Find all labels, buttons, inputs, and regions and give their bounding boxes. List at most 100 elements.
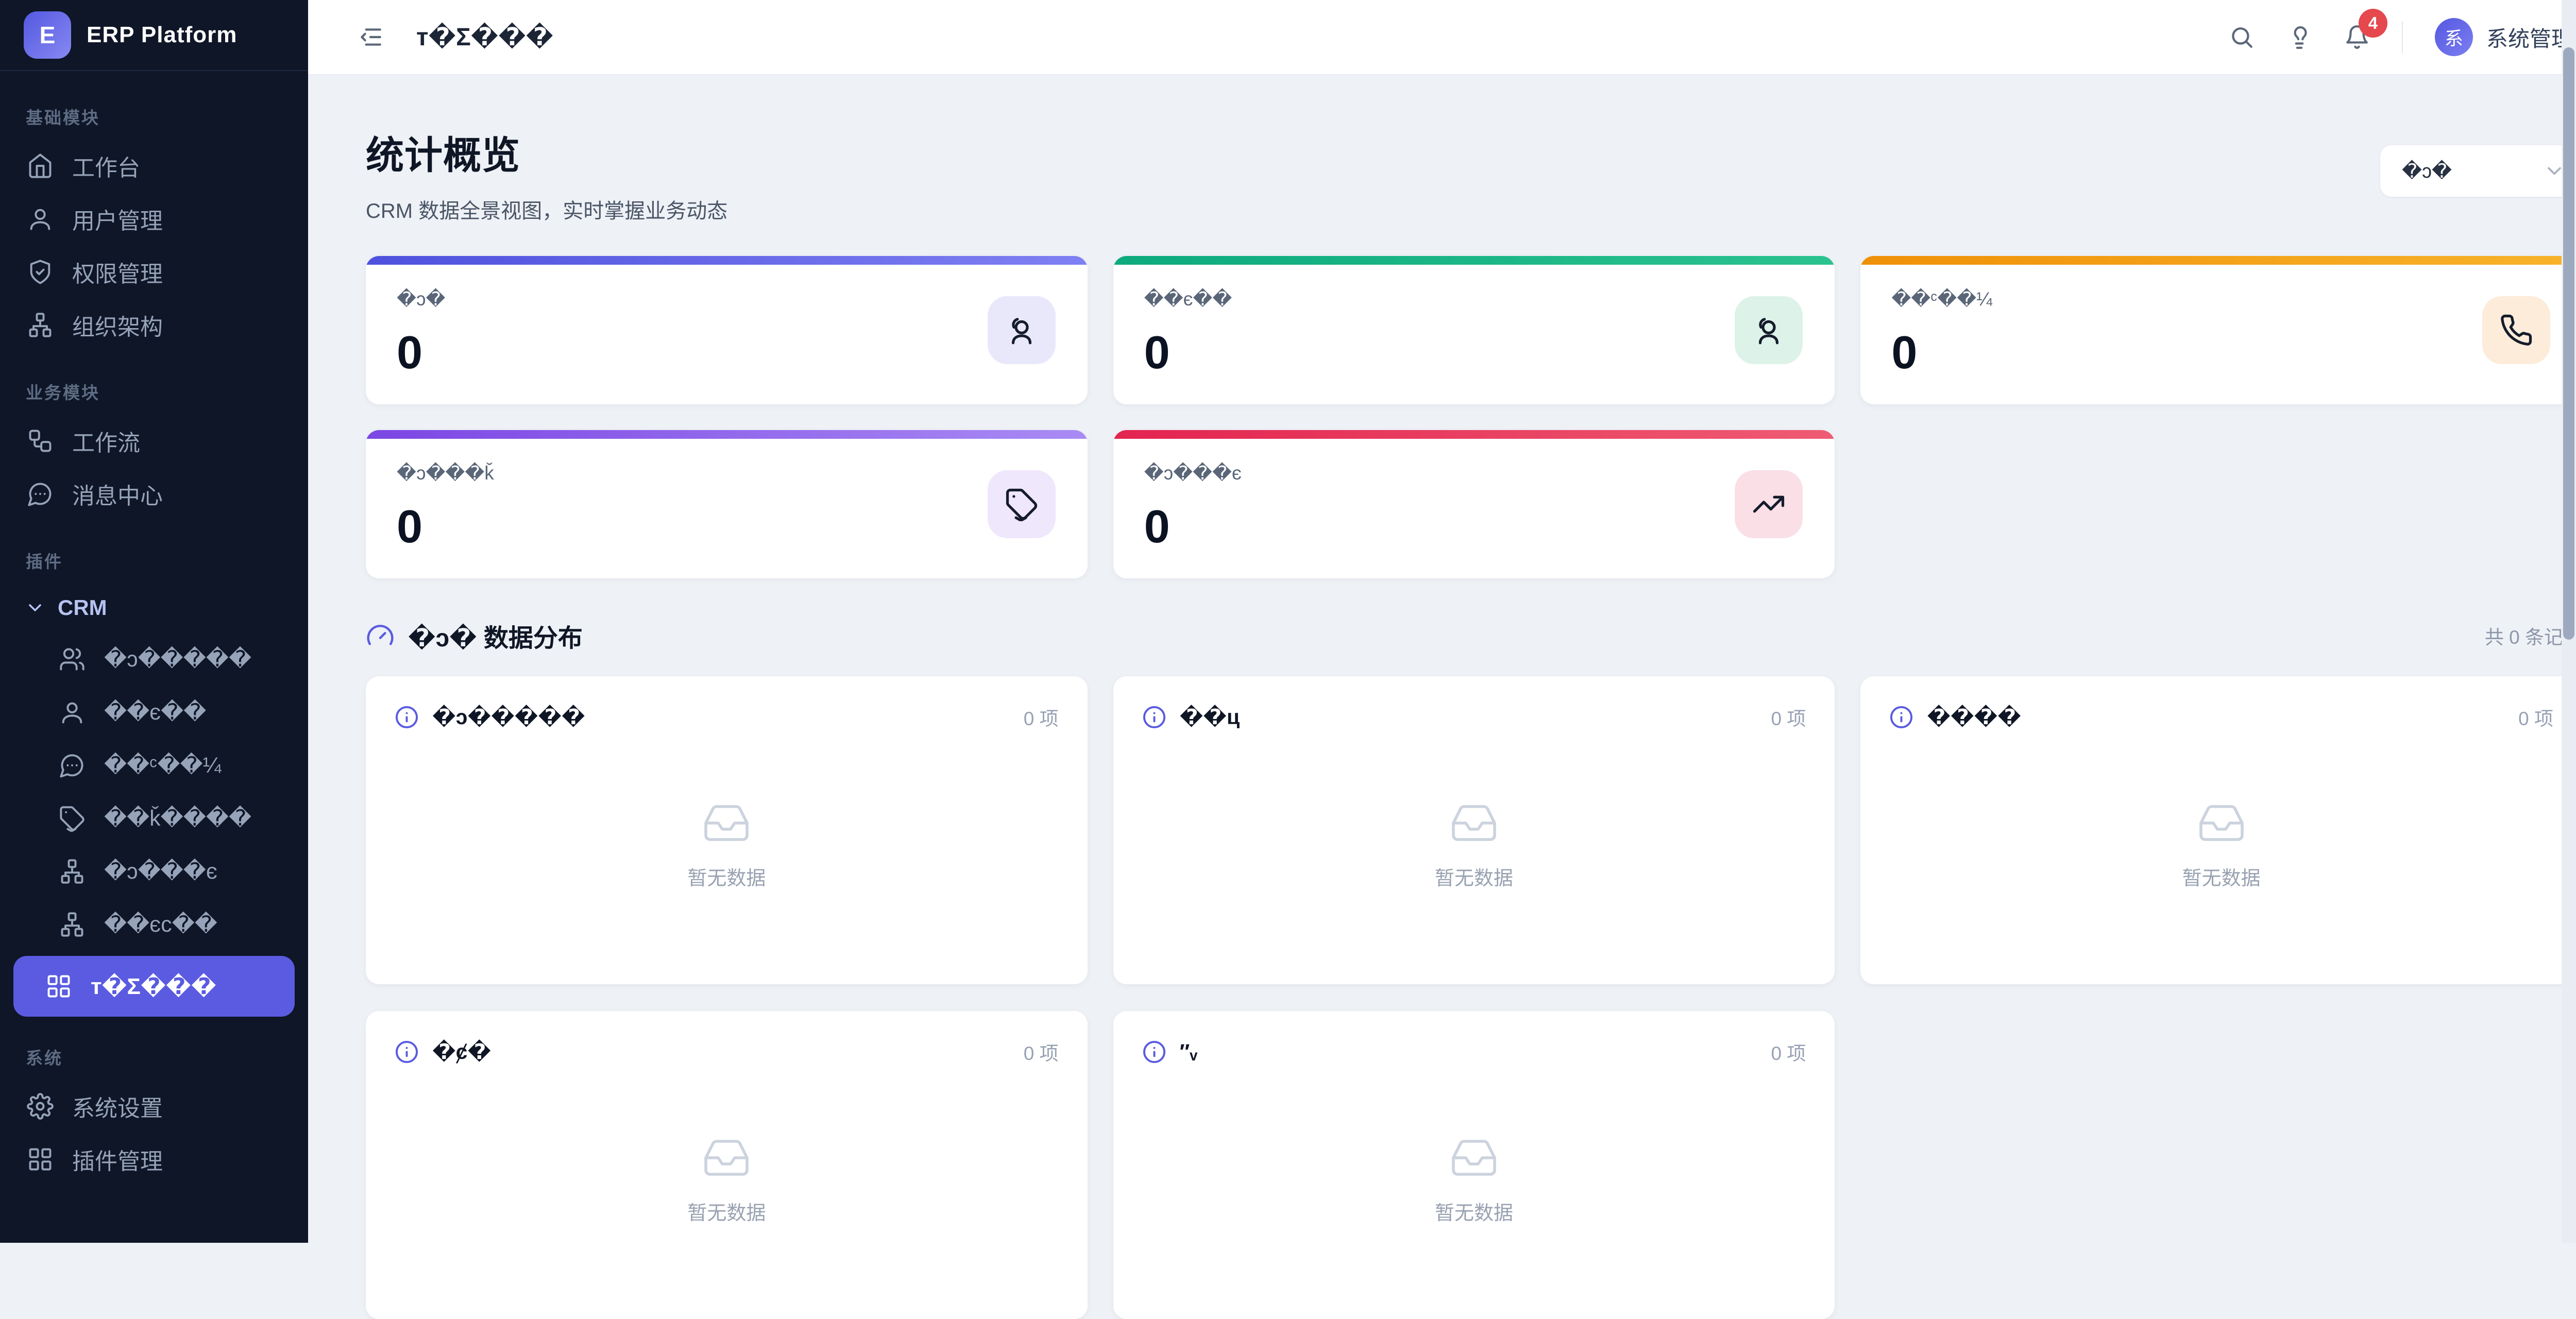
stat-card-4: �ɔ���ǩ 0 [366, 430, 1088, 578]
sidebar-item-message-center[interactable]: 消息中心 [12, 467, 296, 520]
data-card-1: �ɔ����� 0 项 暂无数据 [366, 676, 1088, 984]
top-header: т�Ʃ��� 4 系 系统管理员 [308, 0, 2576, 75]
sidebar-item-crm-sub-1[interactable]: �ɔ����� [12, 632, 296, 686]
section-label-business: 业务模块 [26, 379, 282, 404]
sidebar-item-label: �ɔ���є [104, 859, 217, 884]
sidebar-item-label: 工作台 [72, 149, 140, 182]
section-label-base: 基础模块 [26, 104, 282, 129]
scrollbar-thumb[interactable] [2563, 47, 2574, 640]
message-circle-icon [27, 481, 54, 507]
data-card-count: 0 项 [2518, 703, 2553, 731]
info-icon [1142, 705, 1166, 729]
empty-state-text: 暂无数据 [1435, 862, 1513, 890]
sidebar-item-label: 系统设置 [72, 1090, 163, 1123]
brand-logo: E [24, 11, 71, 59]
sidebar-item-label: 组织架构 [72, 309, 163, 341]
sidebar-item-perm-mgmt[interactable]: 权限管理 [12, 245, 296, 298]
stat-accent-bar [366, 256, 1088, 265]
sidebar-item-label: 插件管理 [72, 1143, 163, 1176]
user-menu[interactable]: 系 系统管理员 [2435, 18, 2576, 56]
data-card-3: ���� 0 项 暂无数据 [1860, 676, 2576, 984]
sidebar-item-crm-sub-5[interactable]: �ɔ���є [12, 845, 296, 898]
notifications-button[interactable]: 4 [2344, 24, 2370, 50]
stat-card-1: �ɔ� 0 [366, 256, 1088, 404]
sidebar-item-crm-sub-4[interactable]: ��ǩ���� [12, 792, 296, 845]
header-title: т�Ʃ��� [416, 23, 553, 52]
collapse-sidebar-button[interactable] [358, 24, 383, 50]
stat-value: 0 [1144, 327, 1802, 380]
data-card-label: ���� [1927, 705, 2505, 729]
sidebar-item-settings[interactable]: 系统设置 [12, 1080, 296, 1133]
inbox-icon [1443, 1133, 1505, 1183]
stat-card-2: ��є�� 0 [1113, 256, 1835, 404]
sidebar-item-crm-sub-3[interactable]: ��ᶜ��¼ [12, 739, 296, 792]
inbox-icon [1443, 798, 1505, 848]
empty-state-text: 暂无数据 [687, 862, 766, 890]
sidebar-item-workflow[interactable]: 工作流 [12, 414, 296, 467]
trending-up-icon [1735, 470, 1803, 538]
data-card-count: 0 项 [1024, 1038, 1059, 1066]
sidebar-item-label: 权限管理 [72, 255, 163, 288]
sidebar-item-workbench[interactable]: 工作台 [12, 139, 296, 192]
brand-name: ERP Platform [87, 22, 237, 48]
stat-value: 0 [1891, 327, 2549, 380]
gauge-icon [366, 621, 395, 650]
empty-state-text: 暂无数据 [687, 1197, 766, 1225]
data-card-label: ″ᵥ [1180, 1040, 1758, 1064]
tags-icon [59, 805, 86, 832]
data-card-label: �ȼ� [432, 1039, 1010, 1064]
search-button[interactable] [2229, 24, 2255, 50]
notification-badge: 4 [2359, 9, 2387, 38]
user-icon [27, 205, 54, 232]
sidebar-item-crm-sub-6[interactable]: ��єс�� [12, 898, 296, 951]
brand: E ERP Platform [0, 0, 308, 71]
layout-grid-icon [27, 1146, 54, 1173]
stat-card-3: ��ᶜ��¼ 0 [1860, 256, 2576, 404]
layout-grid-icon [45, 973, 72, 1000]
sidebar-item-label: ��ǩ���� [104, 806, 251, 831]
info-icon [395, 705, 419, 729]
lightbulb-icon [2286, 24, 2312, 50]
data-card-5: ″ᵥ 0 项 暂无数据 [1113, 1011, 1835, 1319]
data-card-count: 0 项 [1024, 703, 1059, 731]
inbox-icon [2190, 798, 2253, 848]
info-icon [1889, 705, 1913, 729]
workflow-icon [27, 427, 54, 454]
sidebar-group-crm[interactable]: CRM [12, 583, 296, 632]
message-circle-icon [59, 752, 86, 779]
stat-value: 0 [397, 327, 1055, 380]
sidebar-item-label: ��є�� [104, 699, 206, 725]
page-subtitle: CRM 数据全景视图，实时掌握业务动态 [366, 194, 727, 224]
data-card-4: �ȼ� 0 项 暂无数据 [366, 1011, 1088, 1319]
sidebar-item-active-stats[interactable]: т�Ʃ��� [13, 956, 295, 1017]
org-chart-icon [27, 312, 54, 338]
users-icon [1735, 296, 1803, 364]
sidebar-item-plugin-mgmt[interactable]: 插件管理 [12, 1133, 296, 1186]
sidebar-item-label: 工作流 [72, 424, 140, 457]
stat-label: �ɔ���є [1144, 462, 1802, 484]
header-divider [2402, 21, 2403, 53]
sidebar-item-label: �ɔ����� [104, 646, 251, 672]
stat-accent-bar [1113, 256, 1835, 265]
sidebar-item-label: т�Ʃ��� [91, 973, 216, 1000]
info-icon [395, 1040, 419, 1064]
sidebar-item-label: 消息中心 [72, 477, 163, 510]
sidebar-item-user-mgmt[interactable]: 用户管理 [12, 192, 296, 245]
stat-label: �ɔ���ǩ [397, 462, 1055, 484]
stat-label: �ɔ� [397, 288, 1055, 310]
sidebar-item-label: ��єс�� [104, 912, 217, 937]
data-card-label: ��ц [1180, 705, 1758, 729]
sidebar-item-crm-sub-2[interactable]: ��є�� [12, 686, 296, 739]
tags-icon [988, 470, 1056, 538]
home-icon [27, 152, 54, 179]
stat-value: 0 [397, 501, 1055, 554]
filter-select[interactable]: �ɔ� [2380, 145, 2576, 197]
sidebar-item-org[interactable]: 组织架构 [12, 298, 296, 351]
data-card-count: 0 项 [1771, 703, 1806, 731]
sidebar-item-label: 用户管理 [72, 202, 163, 235]
filter-select-value: �ɔ� [2402, 160, 2452, 183]
data-card-2: ��ц 0 项 暂无数据 [1113, 676, 1835, 984]
gear-icon [27, 1093, 54, 1120]
theme-button[interactable] [2286, 24, 2312, 50]
stat-accent-bar [1113, 430, 1835, 439]
